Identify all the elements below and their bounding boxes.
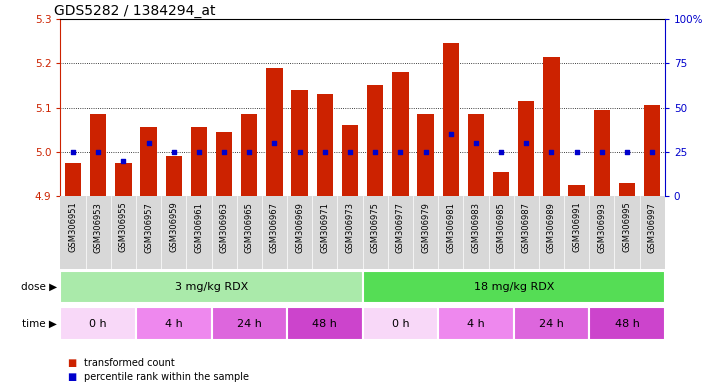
Bar bbox=[90, 114, 107, 196]
Bar bbox=[619, 183, 635, 196]
Text: GSM306963: GSM306963 bbox=[220, 202, 229, 253]
Text: GSM306979: GSM306979 bbox=[421, 202, 430, 253]
Text: GSM306961: GSM306961 bbox=[194, 202, 203, 253]
Text: 0 h: 0 h bbox=[90, 318, 107, 329]
Text: GSM306959: GSM306959 bbox=[169, 202, 178, 252]
Bar bbox=[514, 307, 589, 340]
Bar bbox=[60, 271, 363, 303]
Bar bbox=[468, 114, 484, 196]
Point bbox=[344, 149, 356, 155]
Text: GSM306991: GSM306991 bbox=[572, 202, 581, 252]
Text: 24 h: 24 h bbox=[539, 318, 564, 329]
Point bbox=[395, 149, 406, 155]
Point bbox=[370, 149, 381, 155]
Point bbox=[496, 149, 507, 155]
Point bbox=[68, 149, 79, 155]
Text: GSM306951: GSM306951 bbox=[68, 202, 77, 252]
Text: 48 h: 48 h bbox=[614, 318, 639, 329]
Bar bbox=[166, 156, 182, 196]
Bar bbox=[267, 68, 283, 196]
Text: GSM306955: GSM306955 bbox=[119, 202, 128, 252]
Text: GSM306993: GSM306993 bbox=[597, 202, 606, 253]
Text: dose ▶: dose ▶ bbox=[21, 282, 57, 292]
Bar bbox=[493, 172, 509, 196]
Text: 24 h: 24 h bbox=[237, 318, 262, 329]
Point bbox=[143, 140, 154, 146]
Text: percentile rank within the sample: percentile rank within the sample bbox=[84, 372, 249, 382]
Bar bbox=[65, 163, 81, 196]
Text: GSM306989: GSM306989 bbox=[547, 202, 556, 253]
Text: 48 h: 48 h bbox=[312, 318, 337, 329]
Bar bbox=[543, 57, 560, 196]
Text: time ▶: time ▶ bbox=[22, 318, 57, 329]
Bar bbox=[594, 110, 610, 196]
Text: GSM306981: GSM306981 bbox=[447, 202, 455, 253]
Bar bbox=[342, 125, 358, 196]
Point bbox=[319, 149, 331, 155]
Text: GDS5282 / 1384294_at: GDS5282 / 1384294_at bbox=[54, 4, 216, 18]
Text: GSM306995: GSM306995 bbox=[623, 202, 631, 252]
Point bbox=[470, 140, 481, 146]
Bar bbox=[367, 85, 383, 196]
Point bbox=[621, 149, 633, 155]
Point bbox=[596, 149, 607, 155]
Point bbox=[520, 140, 532, 146]
Text: GSM306971: GSM306971 bbox=[321, 202, 329, 253]
Bar bbox=[140, 127, 156, 196]
Point bbox=[193, 149, 205, 155]
Bar bbox=[292, 90, 308, 196]
Bar bbox=[212, 307, 287, 340]
Point bbox=[269, 140, 280, 146]
Point bbox=[445, 131, 456, 137]
Bar bbox=[216, 132, 232, 196]
Bar bbox=[363, 271, 665, 303]
Text: 3 mg/kg RDX: 3 mg/kg RDX bbox=[175, 282, 248, 292]
Text: 4 h: 4 h bbox=[467, 318, 485, 329]
Bar bbox=[363, 307, 438, 340]
Text: GSM306975: GSM306975 bbox=[370, 202, 380, 253]
Bar bbox=[191, 127, 207, 196]
Point bbox=[118, 157, 129, 164]
Bar bbox=[316, 94, 333, 196]
Text: GSM306967: GSM306967 bbox=[270, 202, 279, 253]
Bar bbox=[569, 185, 585, 196]
Bar bbox=[287, 307, 363, 340]
Text: ■: ■ bbox=[68, 358, 77, 368]
Bar bbox=[115, 163, 132, 196]
Text: 0 h: 0 h bbox=[392, 318, 410, 329]
Text: GSM306957: GSM306957 bbox=[144, 202, 153, 253]
Bar bbox=[60, 307, 136, 340]
Text: 4 h: 4 h bbox=[165, 318, 183, 329]
Point bbox=[244, 149, 255, 155]
Bar bbox=[438, 307, 514, 340]
Point bbox=[294, 149, 305, 155]
Bar bbox=[136, 307, 212, 340]
Text: 18 mg/kg RDX: 18 mg/kg RDX bbox=[474, 282, 554, 292]
Text: ■: ■ bbox=[68, 372, 77, 382]
Point bbox=[646, 149, 658, 155]
Text: GSM306953: GSM306953 bbox=[94, 202, 102, 253]
Point bbox=[92, 149, 104, 155]
Text: GSM306987: GSM306987 bbox=[522, 202, 531, 253]
Text: GSM306969: GSM306969 bbox=[295, 202, 304, 253]
Bar bbox=[392, 72, 409, 196]
Point bbox=[168, 149, 179, 155]
Bar bbox=[518, 101, 535, 196]
Text: GSM306973: GSM306973 bbox=[346, 202, 355, 253]
Point bbox=[218, 149, 230, 155]
Bar bbox=[417, 114, 434, 196]
Text: GSM306965: GSM306965 bbox=[245, 202, 254, 253]
Text: transformed count: transformed count bbox=[84, 358, 175, 368]
Text: GSM306985: GSM306985 bbox=[496, 202, 506, 253]
Text: GSM306997: GSM306997 bbox=[648, 202, 657, 253]
Point bbox=[571, 149, 582, 155]
Point bbox=[420, 149, 432, 155]
Bar bbox=[241, 114, 257, 196]
Point bbox=[546, 149, 557, 155]
Bar bbox=[589, 307, 665, 340]
Text: GSM306983: GSM306983 bbox=[471, 202, 481, 253]
Bar bbox=[644, 105, 661, 196]
Text: GSM306977: GSM306977 bbox=[396, 202, 405, 253]
Bar bbox=[442, 43, 459, 196]
